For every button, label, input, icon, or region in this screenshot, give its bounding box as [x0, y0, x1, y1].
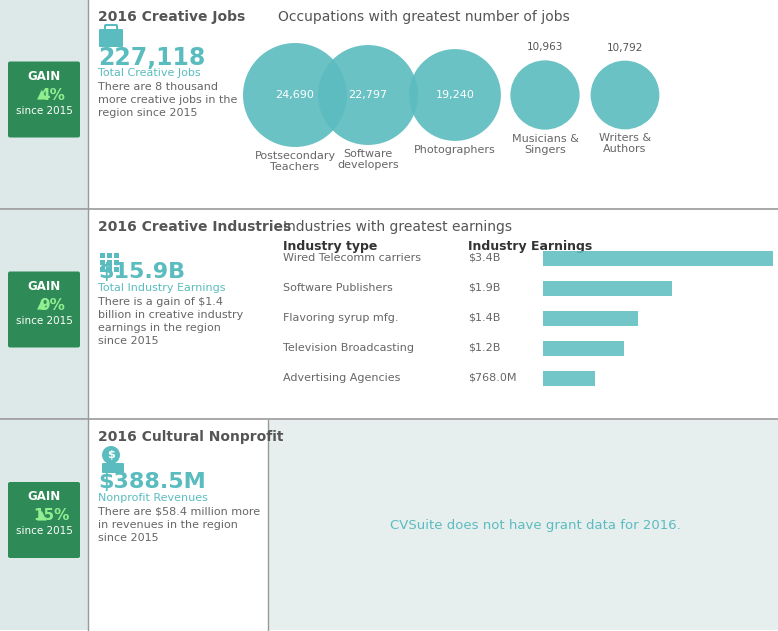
- Ellipse shape: [591, 61, 660, 129]
- Text: Software: Software: [343, 149, 393, 159]
- Text: Singers: Singers: [524, 144, 566, 155]
- Text: 10,963: 10,963: [527, 42, 563, 52]
- Text: billion in creative industry: billion in creative industry: [98, 310, 244, 320]
- Text: Teachers: Teachers: [271, 162, 320, 172]
- FancyBboxPatch shape: [114, 267, 119, 272]
- FancyBboxPatch shape: [543, 341, 624, 356]
- Text: since 2015: since 2015: [16, 316, 72, 326]
- FancyBboxPatch shape: [114, 260, 119, 265]
- FancyBboxPatch shape: [543, 371, 595, 386]
- Circle shape: [102, 446, 120, 464]
- Text: Nonprofit Revenues: Nonprofit Revenues: [98, 493, 208, 503]
- Text: region since 2015: region since 2015: [98, 108, 198, 118]
- Text: GAIN: GAIN: [27, 69, 61, 83]
- Text: Total Creative Jobs: Total Creative Jobs: [98, 68, 201, 78]
- Text: Authors: Authors: [603, 144, 647, 155]
- Text: Wired Telecomm carriers: Wired Telecomm carriers: [283, 253, 421, 263]
- FancyBboxPatch shape: [100, 253, 105, 258]
- Text: 227,118: 227,118: [98, 46, 205, 70]
- Text: 19,240: 19,240: [436, 90, 475, 100]
- Text: Television Broadcasting: Television Broadcasting: [283, 343, 414, 353]
- FancyBboxPatch shape: [0, 420, 88, 630]
- Text: There are 8 thousand: There are 8 thousand: [98, 82, 218, 92]
- Text: 9%: 9%: [39, 297, 65, 312]
- Text: 4%: 4%: [39, 88, 65, 102]
- Text: Flavoring syrup mfg.: Flavoring syrup mfg.: [283, 313, 398, 323]
- Ellipse shape: [409, 49, 501, 141]
- Text: $1.4B: $1.4B: [468, 313, 500, 323]
- FancyBboxPatch shape: [107, 267, 112, 272]
- FancyBboxPatch shape: [543, 281, 671, 296]
- FancyBboxPatch shape: [102, 463, 124, 473]
- Text: GAIN: GAIN: [27, 490, 61, 503]
- Text: Total Industry Earnings: Total Industry Earnings: [98, 283, 226, 293]
- Text: 2016 Creative Jobs: 2016 Creative Jobs: [98, 10, 245, 24]
- Ellipse shape: [510, 61, 580, 129]
- FancyBboxPatch shape: [100, 260, 105, 265]
- FancyBboxPatch shape: [8, 271, 80, 348]
- Text: more creative jobs in the: more creative jobs in the: [98, 95, 237, 105]
- Text: CVSuite does not have grant data for 2016.: CVSuite does not have grant data for 201…: [390, 519, 681, 531]
- FancyBboxPatch shape: [0, 210, 88, 419]
- Text: GAIN: GAIN: [27, 280, 61, 293]
- Text: There are $58.4 million more: There are $58.4 million more: [98, 507, 260, 517]
- FancyBboxPatch shape: [100, 267, 105, 272]
- FancyBboxPatch shape: [268, 420, 778, 630]
- FancyBboxPatch shape: [0, 0, 88, 209]
- Text: in revenues in the region: in revenues in the region: [98, 520, 238, 530]
- Text: 2016 Creative Industries: 2016 Creative Industries: [98, 220, 291, 234]
- Text: 24,690: 24,690: [275, 90, 314, 100]
- Text: Occupations with greatest number of jobs: Occupations with greatest number of jobs: [278, 10, 569, 24]
- Text: 22,797: 22,797: [349, 90, 387, 100]
- Text: Photographers: Photographers: [414, 145, 496, 155]
- FancyBboxPatch shape: [543, 311, 638, 326]
- Text: earnings in the region: earnings in the region: [98, 323, 221, 333]
- FancyBboxPatch shape: [543, 251, 773, 266]
- Text: 2016 Cultural Nonprofit: 2016 Cultural Nonprofit: [98, 430, 283, 444]
- Text: Industries with greatest earnings: Industries with greatest earnings: [283, 220, 512, 234]
- Text: Industry type: Industry type: [283, 240, 377, 253]
- Text: ▲: ▲: [37, 297, 47, 310]
- Text: since 2015: since 2015: [98, 533, 159, 543]
- Text: There is a gain of $1.4: There is a gain of $1.4: [98, 297, 223, 307]
- Text: ▲: ▲: [37, 508, 47, 521]
- Text: Writers &: Writers &: [599, 133, 651, 143]
- Text: since 2015: since 2015: [16, 105, 72, 115]
- Text: Software Publishers: Software Publishers: [283, 283, 393, 293]
- FancyBboxPatch shape: [107, 253, 112, 258]
- Text: $768.0M: $768.0M: [468, 373, 517, 383]
- Text: since 2015: since 2015: [98, 336, 159, 346]
- Text: since 2015: since 2015: [16, 526, 72, 536]
- FancyBboxPatch shape: [8, 61, 80, 138]
- Text: Industry Earnings: Industry Earnings: [468, 240, 592, 253]
- Text: $1.2B: $1.2B: [468, 343, 500, 353]
- Text: 10,792: 10,792: [607, 43, 643, 52]
- Text: Advertising Agencies: Advertising Agencies: [283, 373, 401, 383]
- Text: $1.9B: $1.9B: [468, 283, 500, 293]
- Text: $3.4B: $3.4B: [468, 253, 500, 263]
- FancyBboxPatch shape: [114, 253, 119, 258]
- Text: ▲: ▲: [37, 88, 47, 100]
- FancyBboxPatch shape: [99, 29, 123, 47]
- Text: Musicians &: Musicians &: [512, 134, 578, 144]
- Text: 15%: 15%: [33, 508, 70, 523]
- Text: Postsecondary: Postsecondary: [254, 151, 335, 161]
- Text: $388.5M: $388.5M: [98, 472, 205, 492]
- Ellipse shape: [318, 45, 418, 145]
- FancyBboxPatch shape: [8, 482, 80, 558]
- FancyBboxPatch shape: [107, 260, 112, 265]
- Text: developers: developers: [337, 160, 399, 170]
- Ellipse shape: [243, 43, 347, 147]
- Text: $: $: [107, 450, 115, 460]
- Text: $15.9B: $15.9B: [98, 262, 185, 282]
